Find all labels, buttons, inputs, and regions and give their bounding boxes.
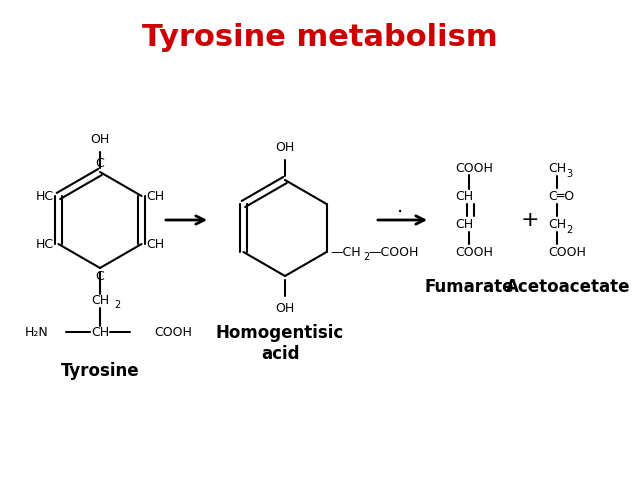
Text: ·: · xyxy=(397,203,403,221)
Text: Fumarate: Fumarate xyxy=(424,278,514,296)
Text: 2: 2 xyxy=(114,300,120,310)
Text: OH: OH xyxy=(275,141,294,154)
Text: —COOH: —COOH xyxy=(369,245,419,259)
Text: 3: 3 xyxy=(566,169,572,179)
Text: COOH: COOH xyxy=(548,245,586,259)
Text: —CH: —CH xyxy=(331,245,361,259)
Text: CH: CH xyxy=(455,190,473,203)
Text: COOH: COOH xyxy=(154,325,192,338)
Text: 2: 2 xyxy=(364,252,370,262)
Text: C: C xyxy=(95,157,104,170)
Text: HC: HC xyxy=(35,238,53,251)
Text: Acetoacetate: Acetoacetate xyxy=(506,278,630,296)
Text: CH: CH xyxy=(147,190,164,203)
Text: Tyrosine metabolism: Tyrosine metabolism xyxy=(142,24,498,52)
Text: CH: CH xyxy=(147,238,164,251)
Text: Homogentisic
acid: Homogentisic acid xyxy=(216,324,344,363)
Text: HC: HC xyxy=(35,190,53,203)
Text: COOH: COOH xyxy=(455,161,493,175)
Text: 2: 2 xyxy=(566,225,572,235)
Text: OH: OH xyxy=(275,302,294,315)
Text: Tyrosine: Tyrosine xyxy=(61,362,140,380)
Text: OH: OH xyxy=(90,133,109,146)
Text: CH: CH xyxy=(455,217,473,230)
Text: COOH: COOH xyxy=(455,245,493,259)
Text: CH: CH xyxy=(548,217,566,230)
Text: C: C xyxy=(95,270,104,283)
Text: CH: CH xyxy=(548,161,566,175)
Text: H₂N: H₂N xyxy=(24,325,48,338)
Text: +: + xyxy=(521,210,540,230)
Text: CH: CH xyxy=(91,293,109,307)
Text: C═O: C═O xyxy=(548,190,574,203)
Text: CH: CH xyxy=(91,325,109,338)
